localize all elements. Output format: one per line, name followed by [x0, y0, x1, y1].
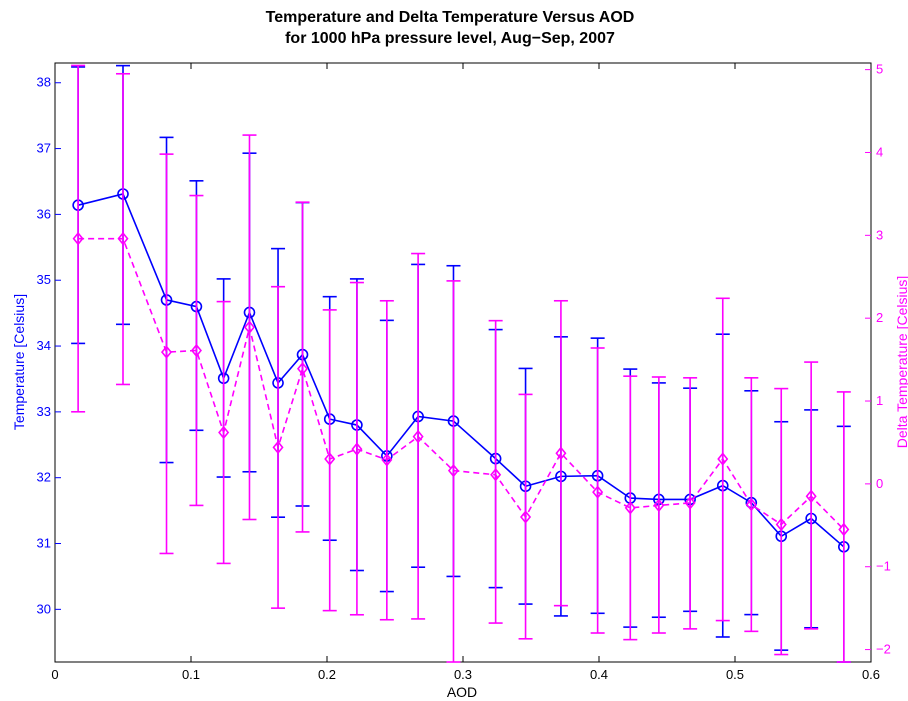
data-point	[381, 453, 393, 467]
y-right-tick-label: 5	[876, 62, 883, 77]
data-point	[684, 496, 696, 510]
x-axis: 0 0.1 0.2 0.3 0.4 0.5 0.6	[51, 63, 880, 682]
data-point	[490, 467, 502, 482]
data-point	[272, 440, 284, 455]
y-left-tick-label: 38	[37, 75, 51, 90]
delta-temperature-series	[71, 64, 851, 663]
data-point	[592, 485, 604, 499]
data-point	[555, 446, 567, 460]
data-point	[653, 498, 665, 513]
y-right-tick-label: 1	[876, 393, 883, 408]
right-y-axis: −2 −1 0 1 2 3 4 5	[865, 62, 891, 657]
data-point	[72, 231, 84, 246]
chart-subtitle: for 1000 hPa pressure level, Aug−Sep, 20…	[285, 30, 615, 47]
left-y-axis: 30 31 32 33 34 35 36 37 38	[37, 75, 61, 616]
y-left-tick-label: 33	[37, 404, 51, 419]
data-point	[324, 452, 336, 466]
data-point	[447, 463, 460, 478]
temperature-series	[71, 64, 851, 663]
y-left-tick-label: 34	[37, 338, 51, 353]
y-left-tick-label: 32	[37, 470, 51, 485]
data-point	[624, 501, 636, 515]
data-point	[218, 425, 230, 440]
data-point	[520, 510, 532, 524]
right-y-axis-label: Delta Temperature [Celsius]	[894, 276, 908, 448]
x-tick-label: 0.1	[182, 667, 200, 682]
y-right-tick-label: 0	[876, 476, 883, 491]
data-point	[717, 452, 729, 466]
data-point	[838, 522, 850, 537]
x-axis-label: AOD	[447, 684, 477, 700]
data-point	[296, 361, 309, 376]
y-right-tick-label: −1	[876, 559, 891, 574]
data-point	[745, 497, 757, 512]
y-right-tick-label: 3	[876, 227, 883, 242]
y-left-tick-label: 30	[37, 601, 51, 616]
y-right-tick-label: 2	[876, 310, 883, 325]
series-line	[77, 193, 845, 548]
y-right-tick-label: 4	[876, 144, 883, 159]
x-tick-label: 0.5	[726, 667, 744, 682]
data-point	[160, 345, 173, 359]
series-line	[78, 237, 845, 531]
y-left-tick-label: 31	[37, 536, 51, 551]
x-tick-label: 0.6	[862, 667, 880, 682]
y-left-tick-label: 36	[37, 206, 51, 221]
y-left-tick-label: 37	[37, 141, 51, 156]
chart-title: Temperature and Delta Temperature Versus…	[266, 9, 635, 26]
data-point	[412, 429, 424, 444]
x-tick-label: 0.4	[590, 667, 608, 682]
data-point	[117, 231, 129, 246]
x-tick-label: 0	[51, 667, 58, 682]
data-point	[775, 517, 787, 532]
data-point	[190, 343, 202, 358]
y-left-tick-label: 35	[37, 272, 51, 287]
plot-area-frame	[54, 62, 872, 663]
x-tick-label: 0.2	[318, 667, 336, 682]
data-point	[805, 489, 817, 504]
data-point	[243, 320, 256, 335]
data-point	[351, 442, 363, 456]
x-tick-label: 0.3	[454, 667, 472, 682]
left-y-axis-label: Temperature [Celsius]	[11, 294, 27, 430]
y-right-tick-label: −2	[876, 642, 891, 657]
